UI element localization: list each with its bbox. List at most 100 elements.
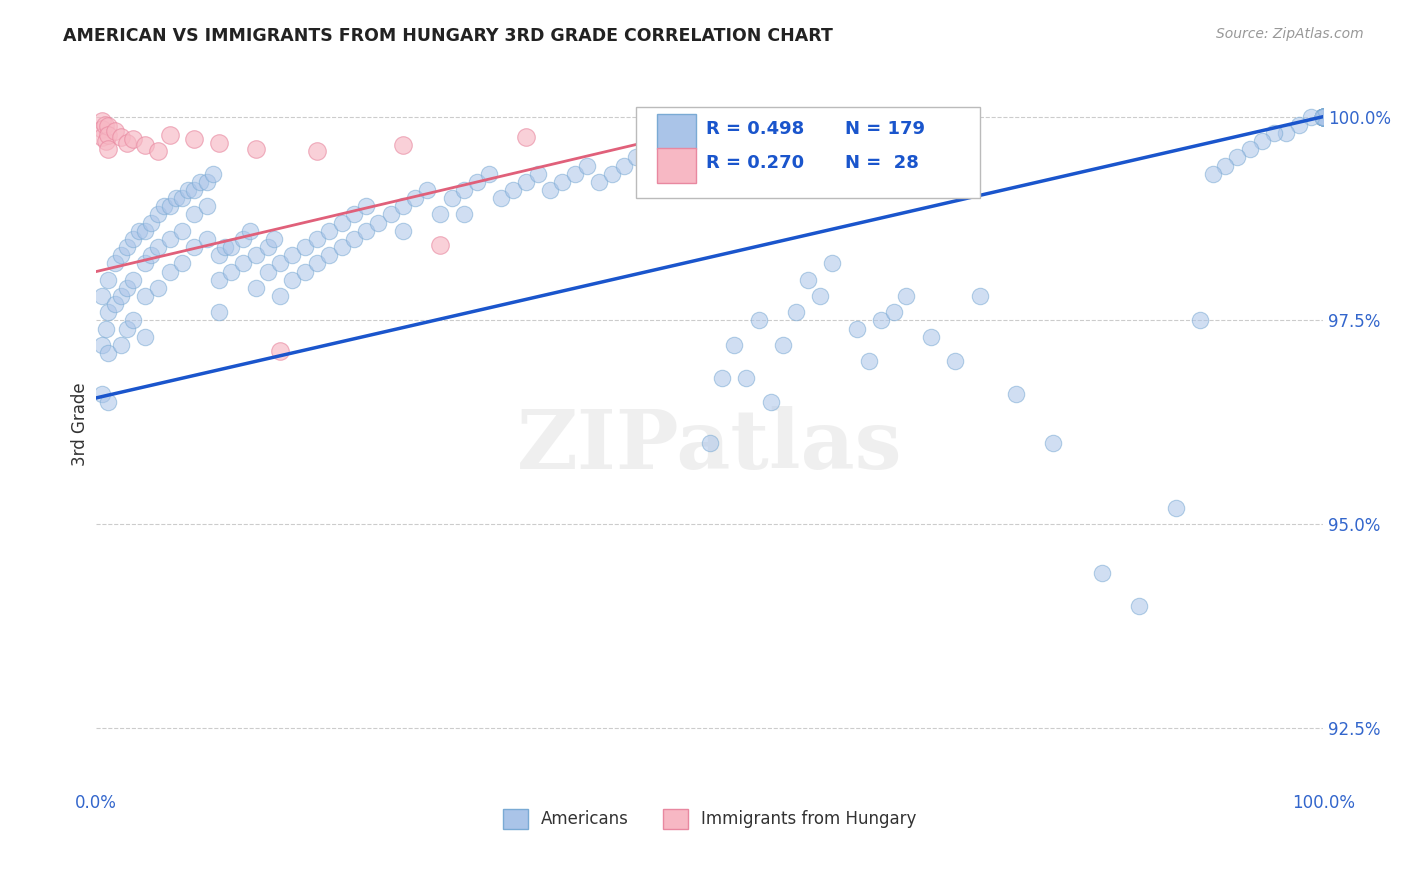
Point bbox=[91, 338, 114, 352]
Point bbox=[1312, 110, 1334, 124]
Point bbox=[110, 248, 132, 262]
Point bbox=[1239, 142, 1261, 156]
Point bbox=[1312, 110, 1334, 124]
Point bbox=[1312, 110, 1334, 124]
Point bbox=[1189, 313, 1212, 327]
Point bbox=[1312, 110, 1334, 124]
Point bbox=[343, 232, 366, 246]
Point bbox=[367, 216, 389, 230]
Point bbox=[245, 281, 267, 295]
Point bbox=[91, 387, 114, 401]
Point bbox=[453, 207, 475, 221]
Point bbox=[1213, 159, 1236, 173]
Point bbox=[1288, 118, 1310, 132]
Point bbox=[624, 150, 647, 164]
Point bbox=[115, 321, 138, 335]
Point bbox=[1312, 110, 1334, 124]
Point bbox=[453, 183, 475, 197]
Point bbox=[208, 248, 231, 262]
Point bbox=[1312, 110, 1334, 124]
Point bbox=[146, 240, 169, 254]
Point bbox=[600, 167, 623, 181]
Point bbox=[115, 281, 138, 295]
Point bbox=[146, 281, 169, 295]
Point bbox=[710, 370, 733, 384]
Point bbox=[238, 224, 260, 238]
Point bbox=[662, 159, 685, 173]
Point bbox=[1202, 167, 1225, 181]
Point bbox=[122, 232, 145, 246]
Point bbox=[190, 175, 212, 189]
Point bbox=[245, 248, 267, 262]
Point bbox=[103, 124, 125, 138]
Point bbox=[269, 344, 291, 359]
Point bbox=[1005, 387, 1028, 401]
Point bbox=[1164, 500, 1187, 515]
Point bbox=[257, 240, 280, 254]
Point bbox=[920, 330, 942, 344]
Point bbox=[1312, 110, 1334, 124]
Point bbox=[134, 330, 156, 344]
Y-axis label: 3rd Grade: 3rd Grade bbox=[72, 383, 89, 467]
Point bbox=[551, 175, 574, 189]
Text: ZIPatlas: ZIPatlas bbox=[517, 406, 903, 486]
Point bbox=[330, 240, 353, 254]
Point bbox=[1312, 110, 1334, 124]
Point bbox=[1128, 599, 1150, 613]
Point bbox=[1263, 126, 1285, 140]
Point bbox=[122, 313, 145, 327]
Text: R = 0.270: R = 0.270 bbox=[706, 154, 804, 172]
Point bbox=[564, 167, 586, 181]
Point bbox=[115, 240, 138, 254]
Point bbox=[97, 395, 120, 409]
Point bbox=[91, 289, 114, 303]
Point bbox=[146, 207, 169, 221]
Point bbox=[134, 256, 156, 270]
Point bbox=[122, 132, 145, 146]
Point bbox=[294, 264, 316, 278]
Point bbox=[134, 138, 156, 153]
Point bbox=[183, 183, 205, 197]
Point bbox=[748, 313, 770, 327]
Point bbox=[1312, 110, 1334, 124]
Point bbox=[134, 289, 156, 303]
Point bbox=[305, 232, 328, 246]
Point bbox=[686, 159, 709, 173]
Point bbox=[91, 121, 114, 136]
Point bbox=[103, 297, 125, 311]
Point bbox=[281, 248, 304, 262]
Point bbox=[201, 167, 224, 181]
Point bbox=[134, 224, 156, 238]
Point bbox=[257, 264, 280, 278]
Point bbox=[354, 199, 377, 213]
Point bbox=[1299, 110, 1322, 124]
Point bbox=[1312, 110, 1334, 124]
Point bbox=[305, 256, 328, 270]
Point bbox=[821, 256, 844, 270]
Point bbox=[1312, 110, 1334, 124]
Legend: Americans, Immigrants from Hungary: Americans, Immigrants from Hungary bbox=[496, 802, 922, 836]
Point bbox=[122, 273, 145, 287]
Point bbox=[170, 191, 193, 205]
Point bbox=[1312, 110, 1334, 124]
Point bbox=[177, 183, 200, 197]
Point bbox=[772, 338, 794, 352]
Point bbox=[219, 240, 242, 254]
Point bbox=[97, 305, 120, 319]
Point bbox=[152, 199, 174, 213]
Point bbox=[219, 264, 242, 278]
Point bbox=[94, 321, 117, 335]
Point bbox=[1312, 110, 1334, 124]
Point bbox=[91, 113, 114, 128]
Point bbox=[1312, 110, 1334, 124]
Point bbox=[170, 224, 193, 238]
Point bbox=[318, 248, 340, 262]
Point bbox=[269, 256, 291, 270]
Point bbox=[416, 183, 439, 197]
Point bbox=[110, 338, 132, 352]
Point bbox=[1312, 110, 1334, 124]
Point bbox=[97, 120, 120, 134]
Point bbox=[392, 138, 415, 153]
Point bbox=[269, 289, 291, 303]
Text: AMERICAN VS IMMIGRANTS FROM HUNGARY 3RD GRADE CORRELATION CHART: AMERICAN VS IMMIGRANTS FROM HUNGARY 3RD … bbox=[63, 27, 834, 45]
